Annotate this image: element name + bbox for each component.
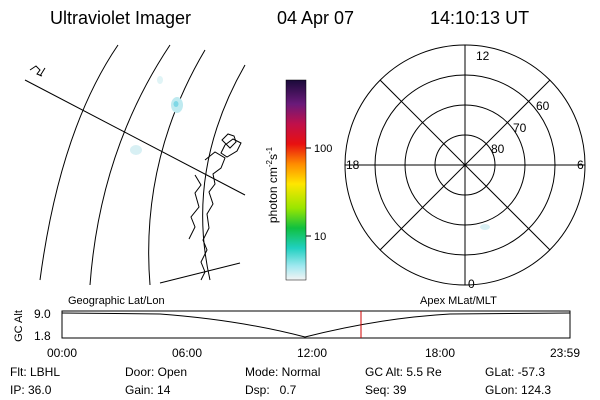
- title: Ultraviolet Imager: [50, 8, 191, 28]
- x-tick-label: 23:59: [550, 346, 580, 360]
- mlat-label: 70: [513, 121, 527, 135]
- mlat-label: 80: [491, 142, 505, 156]
- info-field: Mode: Normal: [245, 365, 320, 379]
- altitude-tick-label: 1.8: [34, 329, 51, 343]
- mlt-label: 18: [346, 158, 360, 172]
- left-title: Geographic Lat/Lon: [68, 295, 165, 307]
- exponent: -2: [265, 159, 274, 167]
- info-field: Door: Open: [125, 365, 187, 379]
- x-tick-label: 12:00: [297, 346, 327, 360]
- info-field: GC Alt: 5.5 Re: [365, 365, 442, 379]
- date: 04 Apr 07: [277, 8, 354, 28]
- mlat-label: 60: [536, 99, 550, 113]
- mlt-label: 12: [476, 49, 490, 63]
- info-field: Dsp: 0.7: [245, 383, 297, 397]
- unit: s: [266, 154, 280, 160]
- info-field: GLat: -57.3: [485, 365, 545, 379]
- info-field: IP: 36.0: [10, 383, 52, 397]
- mlt-label: 6: [577, 158, 584, 172]
- info-field: Flt: LBHL: [10, 365, 60, 379]
- x-tick-label: 00:00: [47, 346, 77, 360]
- unit: photon cm: [266, 167, 280, 223]
- altitude-frame: [61, 310, 571, 339]
- info-field: Seq: 39: [365, 383, 407, 397]
- altitude-axis-label: GC Alt: [13, 310, 25, 342]
- geographic-map: [24, 44, 246, 286]
- info-panel: Flt: LBHL Door: Open Mode: Normal GC Alt: 5…: [10, 365, 551, 397]
- polar-plot: [344, 44, 586, 286]
- x-tick-label: 18:00: [425, 346, 455, 360]
- time: 14:10:13 UT: [430, 8, 529, 28]
- altitude-curve: [61, 312, 571, 338]
- info-field: Gain: 14: [125, 383, 171, 397]
- exponent: -1: [265, 146, 274, 154]
- x-tick-label: 06:00: [172, 346, 202, 360]
- right-title: Apex MLat/MLT: [420, 295, 497, 307]
- altitude-tick-label: 9.0: [34, 307, 51, 321]
- colorbar-tick-label: 100: [314, 143, 332, 155]
- info-field: GLon: 124.3: [485, 383, 551, 397]
- colorbar-label: photon cm-2s-1: [265, 146, 280, 223]
- colorbar: [285, 79, 307, 281]
- colorbar-tick-label: 10: [314, 231, 326, 243]
- mlt-label: 0: [468, 277, 475, 291]
